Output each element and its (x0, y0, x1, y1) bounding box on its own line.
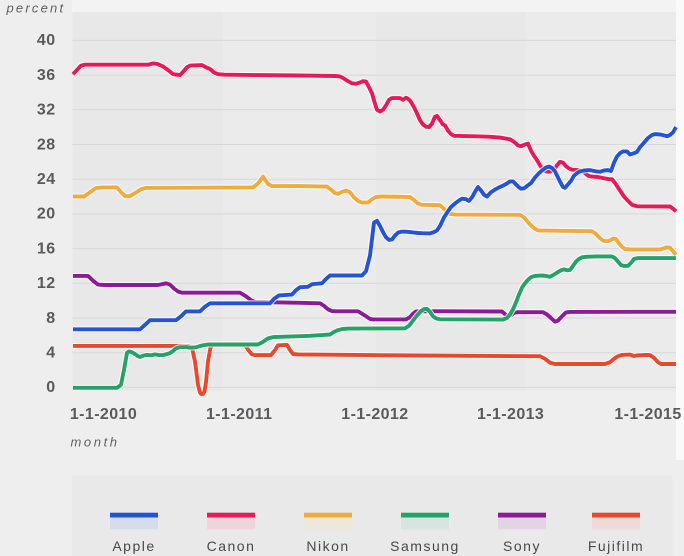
svg-text:Apple: Apple (112, 538, 155, 554)
svg-text:32: 32 (37, 102, 56, 119)
svg-text:Nikon: Nikon (306, 538, 349, 554)
svg-text:percent: percent (6, 1, 66, 16)
svg-text:1-1-2012: 1-1-2012 (341, 406, 408, 423)
svg-text:Canon: Canon (207, 538, 256, 554)
svg-text:12: 12 (37, 275, 56, 292)
svg-text:month: month (71, 435, 120, 450)
svg-text:40: 40 (37, 32, 56, 49)
svg-text:Sony: Sony (503, 538, 541, 554)
svg-text:1-1-2010: 1-1-2010 (70, 406, 137, 423)
svg-text:28: 28 (37, 136, 56, 153)
svg-text:1-1-2015: 1-1-2015 (614, 406, 681, 423)
svg-text:0: 0 (46, 379, 55, 396)
svg-text:1-1-2011: 1-1-2011 (206, 406, 272, 423)
svg-text:Samsung: Samsung (390, 538, 460, 554)
svg-text:Fujifilm: Fujifilm (588, 538, 644, 554)
svg-text:16: 16 (37, 240, 56, 257)
svg-text:24: 24 (37, 171, 56, 188)
svg-text:1-1-2013: 1-1-2013 (477, 406, 544, 423)
svg-text:8: 8 (46, 310, 55, 327)
svg-text:20: 20 (37, 206, 56, 223)
svg-text:4: 4 (46, 345, 55, 362)
svg-text:36: 36 (37, 67, 56, 84)
